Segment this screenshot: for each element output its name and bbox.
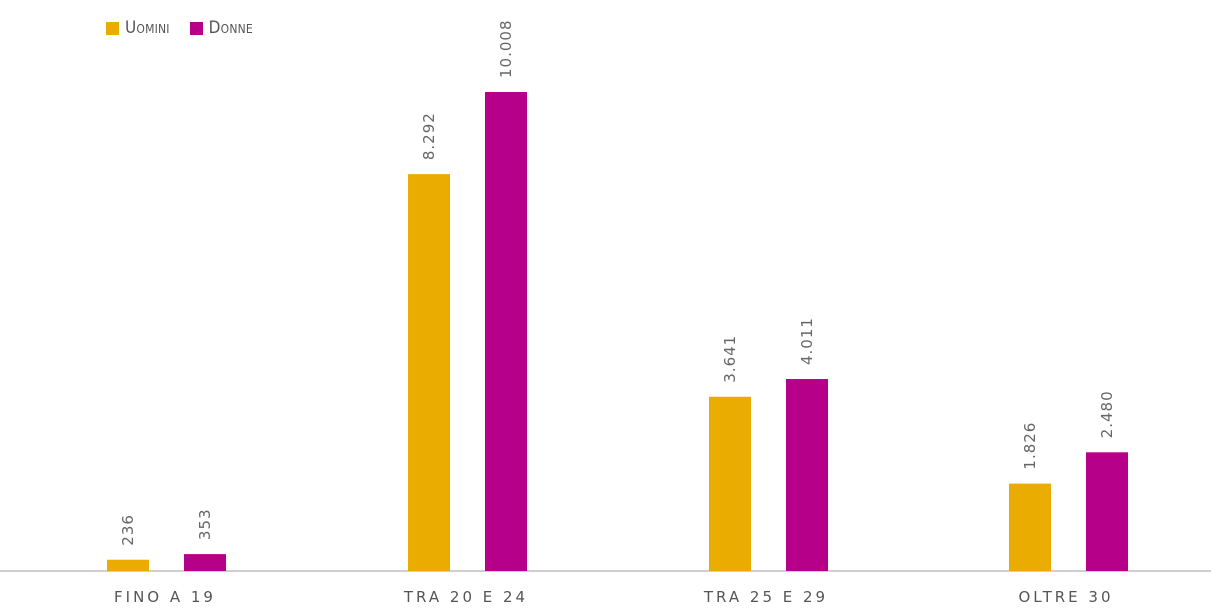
value-label-uomini-oltre-30: 1.826 [1021,422,1039,470]
legend-label-donne: Donne [208,18,253,38]
bar-donne-tra-25-e-29 [786,379,828,571]
bars-group [107,92,1128,572]
category-labels-group: FINO A 19 TRA 20 E 24 TRA 25 E 29 OLTRE 30 [114,588,1113,606]
category-label-fino-a-19: FINO A 19 [114,588,216,606]
value-label-donne-tra-20-e-24: 10.008 [497,20,515,79]
value-label-uomini-tra-20-e-24: 8.292 [420,112,438,160]
value-label-donne-tra-25-e-29: 4.011 [798,317,816,365]
legend-item-donne: Donne [189,18,253,38]
value-label-uomini-fino-a-19: 236 [119,514,137,546]
category-label-tra-20-e-24: TRA 20 E 24 [403,588,528,606]
bar-uomini-tra-20-e-24 [408,174,450,572]
value-label-donne-oltre-30: 2.480 [1098,390,1116,438]
bar-uomini-fino-a-19 [107,559,149,571]
bar-donne-fino-a-19 [184,554,226,571]
legend-label-uomini: Uomini [125,18,170,38]
category-label-tra-25-e-29: TRA 25 E 29 [703,588,828,606]
legend-swatch-uomini [106,21,119,35]
value-label-uomini-tra-25-e-29: 3.641 [721,335,739,383]
category-label-oltre-30: OLTRE 30 [1018,588,1113,606]
bar-uomini-oltre-30 [1009,483,1051,571]
legend-swatch-donne [189,21,203,35]
legend-item-uomini: Uomini [106,18,170,38]
bar-donne-oltre-30 [1086,452,1128,571]
value-labels-group: 236 8.292 3.641 1.826 353 10.008 4.011 2.480 [119,20,1116,546]
chart-legend: Uomini Donne [106,18,253,38]
bar-uomini-tra-25-e-29 [709,396,751,571]
value-label-donne-fino-a-19: 353 [196,508,214,540]
bar-donne-tra-20-e-24 [485,92,527,571]
